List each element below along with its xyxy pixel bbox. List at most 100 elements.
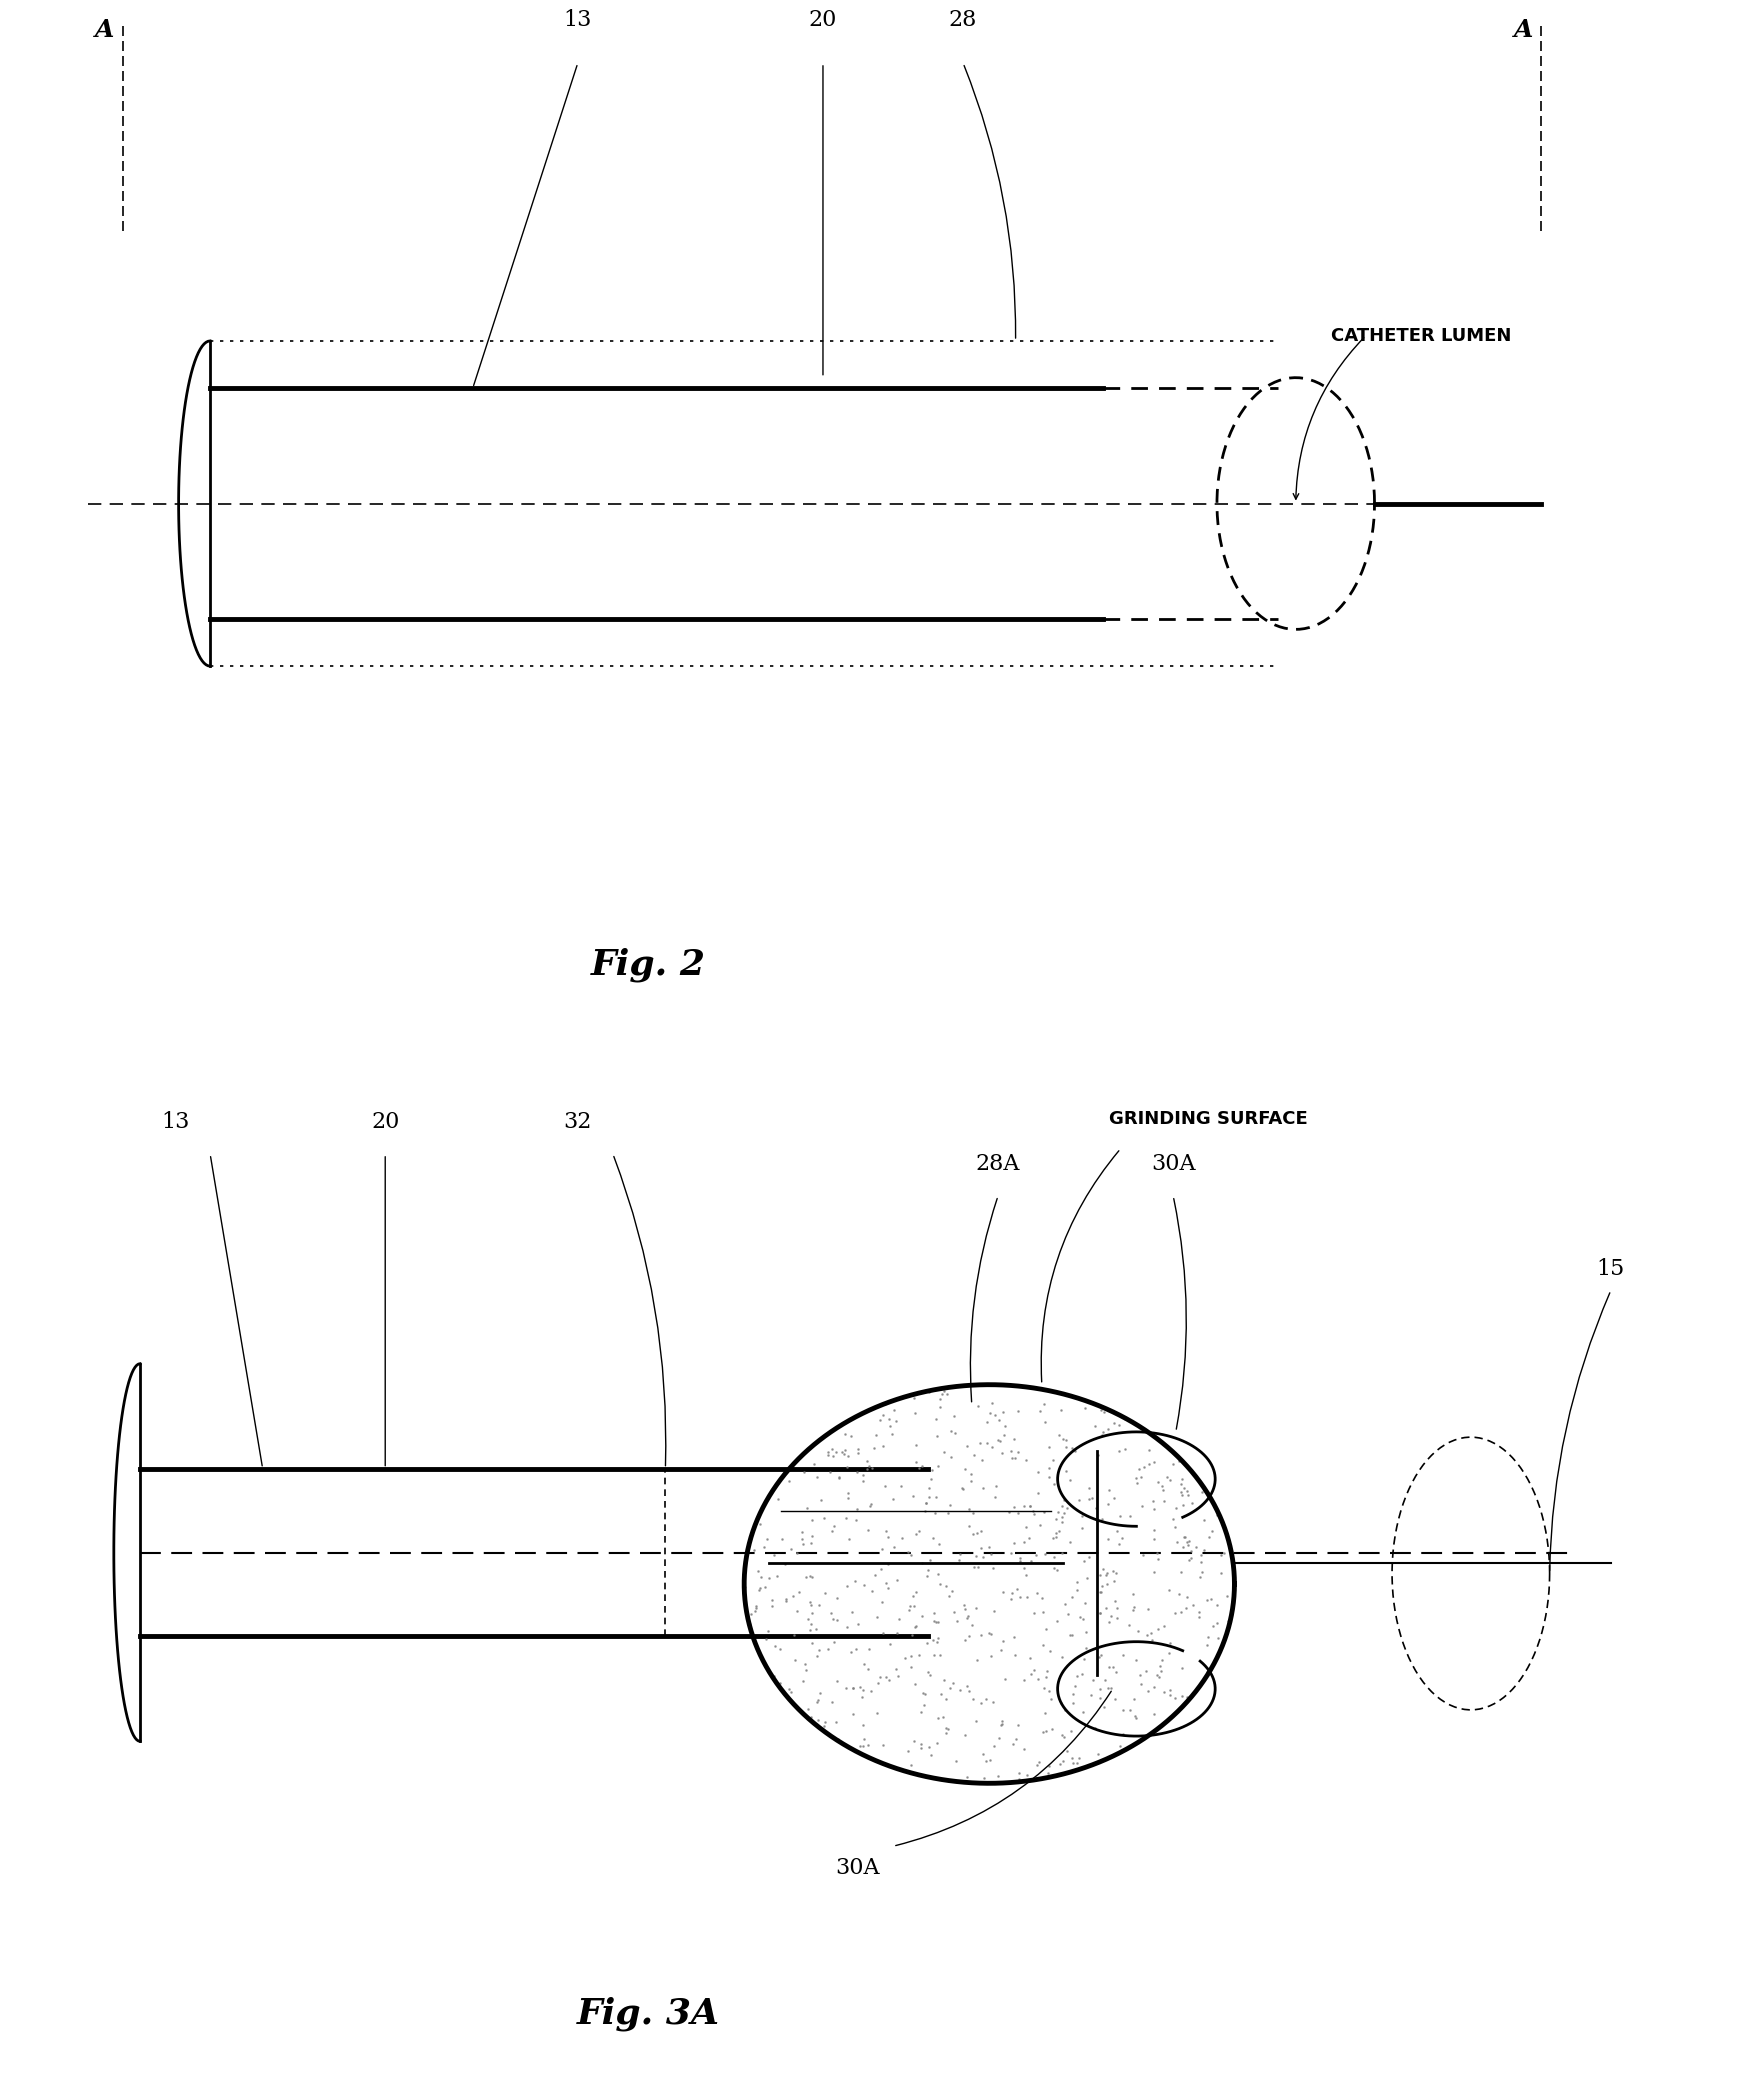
Point [774, 1672, 802, 1706]
Point [1101, 1584, 1129, 1618]
Point [1084, 1641, 1112, 1674]
Point [1187, 1544, 1215, 1578]
Point [798, 1597, 826, 1630]
Point [979, 1685, 1007, 1718]
Point [1005, 1756, 1033, 1790]
Point [1047, 1687, 1075, 1720]
Point [1150, 1674, 1178, 1708]
Point [986, 1632, 1014, 1666]
Point [982, 1469, 1010, 1502]
Point [1143, 1613, 1171, 1647]
Point [1045, 1748, 1073, 1781]
Point [963, 1550, 991, 1584]
Point [963, 1704, 991, 1737]
Point [840, 1563, 868, 1597]
Point [1003, 1574, 1031, 1607]
Point [874, 1664, 902, 1697]
Point [918, 1454, 946, 1487]
Point [1156, 1626, 1184, 1660]
Point [804, 1683, 832, 1716]
Point [923, 1605, 951, 1639]
Point [814, 1439, 842, 1473]
Point [988, 1704, 1016, 1737]
Point [811, 1710, 839, 1743]
Point [967, 1515, 995, 1548]
Point [1023, 1538, 1051, 1571]
Point [916, 1462, 944, 1496]
Point [1145, 1649, 1173, 1683]
Point [998, 1441, 1026, 1475]
Point [1016, 1490, 1044, 1523]
Point [753, 1613, 781, 1647]
Point [939, 1764, 967, 1798]
Point [797, 1586, 825, 1620]
Point [863, 1695, 891, 1729]
Point [1087, 1502, 1115, 1536]
Point [1094, 1649, 1122, 1683]
Point [839, 1697, 867, 1731]
Point [926, 1567, 954, 1601]
Point [779, 1580, 807, 1613]
Point [1091, 1590, 1119, 1624]
Point [1010, 1490, 1038, 1523]
Point [1170, 1471, 1198, 1504]
Point [914, 1553, 942, 1586]
Point [953, 1670, 981, 1704]
Point [1161, 1511, 1189, 1544]
Point [883, 1615, 911, 1649]
Point [1089, 1414, 1117, 1448]
Point [798, 1519, 826, 1553]
Point [968, 1471, 996, 1504]
Point [933, 1496, 961, 1529]
Point [846, 1729, 874, 1762]
Point [900, 1395, 928, 1429]
Point [1058, 1431, 1086, 1464]
Point [1068, 1657, 1096, 1691]
Point [872, 1565, 900, 1599]
Point [988, 1708, 1016, 1741]
Point [1149, 1473, 1177, 1506]
Point [914, 1655, 942, 1689]
Point [898, 1618, 926, 1651]
Point [844, 1607, 872, 1641]
Point [1100, 1563, 1128, 1597]
Point [907, 1695, 935, 1729]
Point [837, 1636, 865, 1670]
Point [749, 1532, 777, 1565]
Point [825, 1722, 853, 1756]
Point [914, 1559, 942, 1592]
Point [923, 1450, 951, 1483]
Point [989, 1624, 1017, 1657]
Text: 28: 28 [949, 10, 977, 31]
Point [858, 1452, 886, 1485]
Point [883, 1404, 911, 1437]
Point [1059, 1687, 1087, 1720]
Point [1170, 1521, 1198, 1555]
Point [742, 1590, 770, 1624]
Point [1194, 1582, 1222, 1615]
Text: 30A: 30A [835, 1857, 881, 1878]
Point [832, 1569, 860, 1603]
Point [1087, 1576, 1115, 1609]
Point [977, 1618, 1005, 1651]
Point [942, 1743, 970, 1777]
Point [1108, 1693, 1136, 1727]
Point [1033, 1655, 1061, 1689]
Text: Fig. 2: Fig. 2 [590, 948, 706, 982]
Point [1077, 1678, 1105, 1712]
Point [960, 1550, 988, 1584]
Text: A: A [1513, 19, 1534, 42]
Point [1035, 1760, 1063, 1794]
Point [930, 1435, 958, 1469]
Point [939, 1666, 967, 1699]
Point [1154, 1460, 1182, 1494]
Point [795, 1691, 823, 1725]
Point [879, 1393, 907, 1427]
Point [925, 1605, 953, 1639]
Point [919, 1624, 947, 1657]
Point [835, 1481, 863, 1515]
Point [741, 1534, 769, 1567]
Point [900, 1609, 928, 1643]
Point [1119, 1592, 1147, 1626]
Point [930, 1374, 958, 1408]
